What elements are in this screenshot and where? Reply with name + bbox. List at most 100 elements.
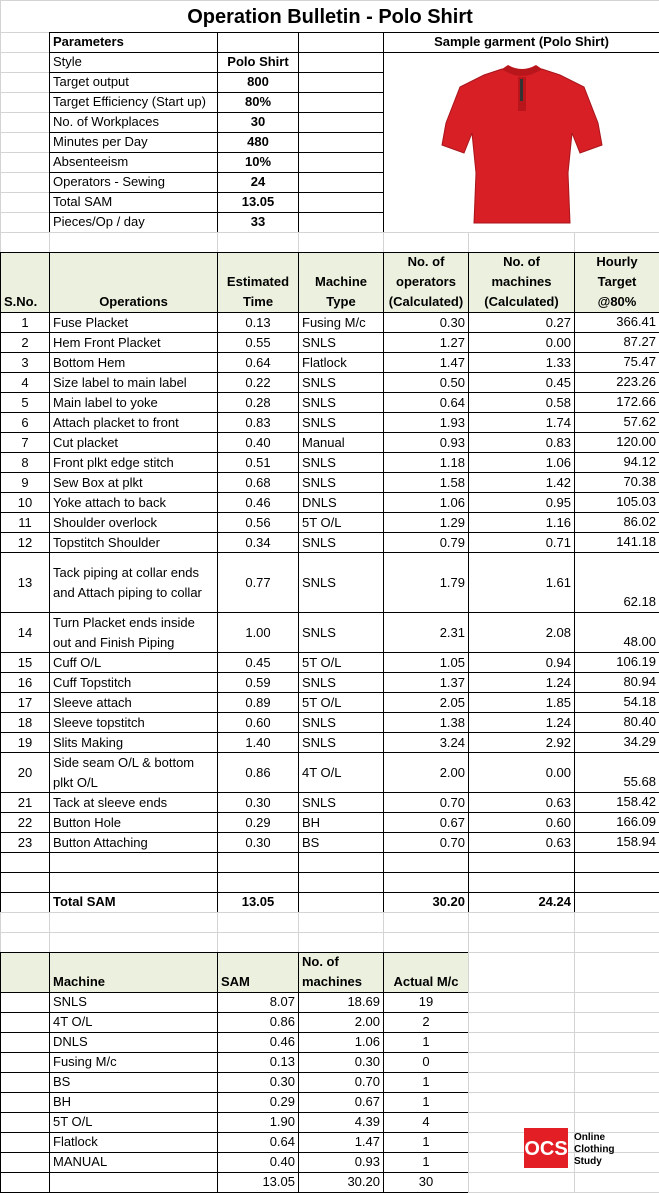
hourly-target: 34.29	[574, 732, 659, 753]
machine-type: 4T O/L	[298, 752, 384, 793]
operators: 1.79	[383, 552, 469, 613]
hourly-target: 105.03	[574, 492, 659, 513]
empty-cell	[468, 932, 575, 953]
operation-name: Cut placket	[53, 434, 119, 450]
operators: 2.31	[383, 612, 469, 653]
operation-name: Slits Making	[49, 732, 218, 753]
parameter-value: Polo Shirt	[227, 54, 289, 69]
serial-number: 15	[17, 654, 33, 670]
machine-type: SNLS	[298, 672, 384, 693]
serial-number: 7	[21, 434, 29, 450]
serial-number: 22	[0, 812, 50, 833]
operation-name: Fuse Placket	[53, 314, 129, 330]
empty-cell	[0, 1052, 50, 1073]
empty-cell	[0, 1132, 50, 1153]
machines: 0.94	[545, 654, 571, 670]
actual-machines: 19	[418, 994, 434, 1009]
hourly-target: 70.38	[623, 474, 656, 489]
empty-cell	[49, 932, 218, 953]
operators: 1.29	[383, 512, 469, 533]
operation-name: Sew Box at plkt	[49, 472, 218, 493]
estimated-time: 0.51	[217, 452, 299, 473]
hourly-target: 172.66	[574, 392, 659, 413]
operation-name: Yoke attach to back	[49, 492, 218, 513]
parameter-label: Target output	[49, 72, 218, 93]
empty-cell	[574, 1072, 659, 1093]
column-header: No. of machines	[298, 952, 384, 993]
operation-name: Bottom Hem	[53, 354, 126, 370]
serial-number: 1	[0, 312, 50, 333]
actual-machines: 4	[422, 1114, 430, 1129]
machine-type: 5T O/L	[302, 654, 342, 670]
machine-name: MANUAL	[53, 1154, 108, 1169]
empty-cell	[383, 872, 469, 893]
machine-type: DNLS	[302, 494, 337, 510]
operators: 0.50	[439, 374, 465, 390]
serial-number: 23	[17, 834, 33, 850]
operation-name: Sleeve topstitch	[53, 714, 145, 730]
estimated-time: 0.55	[245, 334, 271, 350]
column-header: Hourly Target @80%	[596, 254, 638, 309]
operation-name: Topstitch Shoulder	[49, 532, 218, 553]
machine-type: Flatlock	[302, 354, 347, 370]
empty-cell	[383, 912, 469, 933]
estimated-time: 0.56	[217, 512, 299, 533]
machines: 1.24	[545, 714, 571, 730]
empty-cell	[49, 872, 218, 893]
empty-cell	[0, 1112, 50, 1133]
machines: 1.33	[468, 352, 575, 373]
total-machines: 24.24	[468, 892, 575, 913]
operation-name: Shoulder overlock	[49, 512, 218, 533]
machines: 1.33	[545, 354, 571, 370]
hourly-target: 54.18	[623, 694, 656, 709]
estimated-time: 0.68	[245, 474, 271, 490]
operation-name: Cuff O/L	[53, 654, 102, 670]
empty-cell	[49, 912, 218, 933]
empty-cell	[468, 872, 575, 893]
operators: 1.37	[439, 674, 465, 690]
operation-name: Turn Placket ends inside out and Finish …	[53, 614, 195, 650]
machines: 1.42	[545, 474, 571, 490]
parameter-label: Style	[49, 52, 218, 73]
serial-number: 18	[0, 712, 50, 733]
machines: 0.71	[545, 534, 571, 550]
serial-number: 13	[0, 552, 50, 613]
estimated-time: 0.83	[245, 414, 271, 430]
operators: 0.70	[383, 832, 469, 853]
parameter-label: Pieces/Op / day	[53, 214, 145, 229]
serial-number: 16	[17, 674, 33, 690]
logo: OCS Online Clothing Study	[524, 1128, 615, 1168]
machine-type: BS	[298, 832, 384, 853]
serial-number: 19	[0, 732, 50, 753]
empty-cell	[383, 852, 469, 873]
empty-cell	[298, 232, 384, 253]
empty-cell	[0, 992, 50, 1013]
empty-cell	[217, 852, 299, 873]
actual-machines: 4	[383, 1112, 469, 1133]
machine-type: SNLS	[298, 372, 384, 393]
serial-number: 4	[21, 374, 29, 390]
hourly-target: 86.02	[623, 514, 656, 529]
estimated-time: 0.29	[217, 812, 299, 833]
hourly-target: 75.47	[623, 354, 656, 369]
machines: 0.45	[468, 372, 575, 393]
empty-cell	[468, 1032, 575, 1053]
operation-name: Fuse Placket	[49, 312, 218, 333]
parameter-value: Polo Shirt	[217, 52, 299, 73]
title: Operation Bulletin - Polo Shirt	[187, 5, 473, 28]
empty-cell	[0, 892, 50, 913]
parameter-value: 80%	[217, 92, 299, 113]
machine-type: SNLS	[298, 792, 384, 813]
empty-cell	[217, 872, 299, 893]
empty-cell	[574, 1012, 659, 1033]
empty-cell	[0, 172, 50, 193]
empty-cell	[49, 852, 218, 873]
machine-total: 30	[383, 1172, 469, 1193]
operators: 0.79	[439, 534, 465, 550]
estimated-time: 0.45	[217, 652, 299, 673]
column-header: No. of operators (Calculated)	[388, 254, 464, 309]
empty-cell	[298, 52, 384, 73]
logo-text: Study	[574, 1156, 602, 1167]
operators: 1.58	[439, 474, 465, 490]
empty-cell	[574, 872, 659, 893]
